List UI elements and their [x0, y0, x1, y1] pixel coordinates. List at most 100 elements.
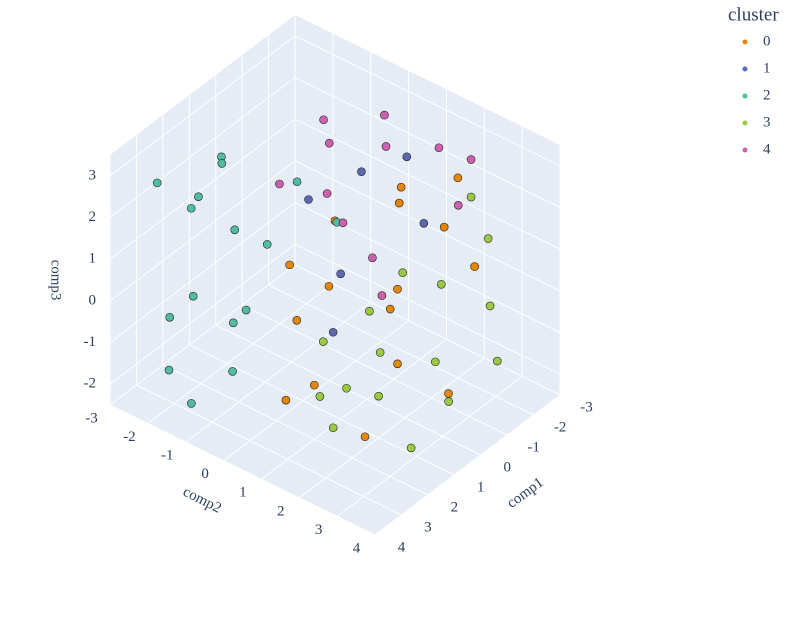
- x-tick-label: 4: [398, 539, 406, 555]
- point: [483, 234, 493, 243]
- point: [152, 178, 162, 188]
- series: [304, 152, 429, 337]
- legend-label: 3: [763, 114, 771, 130]
- point: [319, 115, 328, 125]
- y-tick-label: -1: [161, 448, 174, 464]
- point: [385, 304, 395, 314]
- point: [194, 192, 203, 201]
- y-tick-label: 4: [353, 540, 361, 556]
- point: [309, 380, 319, 390]
- z-tick-label: -1: [84, 334, 97, 350]
- point: [365, 306, 374, 316]
- point: [188, 291, 198, 301]
- z-tick-label: 1: [89, 251, 97, 267]
- point: [165, 313, 175, 322]
- y-axis-title: comp2: [180, 484, 224, 517]
- point: [396, 182, 406, 192]
- y-tick-label: -3: [85, 410, 98, 426]
- grid-line: [109, 160, 296, 302]
- x-tick-label: -3: [580, 399, 593, 415]
- point: [275, 179, 284, 189]
- point: [485, 301, 495, 311]
- legend-title: cluster: [728, 4, 779, 25]
- point: [324, 138, 334, 148]
- point: [228, 318, 238, 328]
- series: [315, 192, 502, 453]
- x-tick-label: 2: [451, 499, 459, 515]
- grid-line: [294, 243, 561, 375]
- grid-line: [109, 77, 296, 218]
- point: [292, 177, 302, 187]
- x-tick-label: -1: [527, 439, 540, 455]
- point: [360, 432, 370, 442]
- point: [374, 391, 383, 401]
- point: [466, 155, 476, 164]
- legend-marker: [742, 147, 748, 153]
- point: [406, 443, 416, 453]
- point: [492, 356, 502, 366]
- grid-line: [109, 35, 296, 177]
- legend-label: 2: [763, 87, 771, 103]
- point: [439, 222, 449, 232]
- point: [394, 198, 404, 208]
- point: [357, 167, 366, 176]
- floor: [110, 265, 560, 535]
- legend-label: 4: [763, 141, 771, 157]
- legend-marker: [742, 93, 748, 99]
- point: [444, 397, 453, 406]
- legend-label: 1: [763, 60, 771, 76]
- x-tick-label: 1: [477, 479, 485, 495]
- grid-line: [374, 394, 561, 536]
- point: [436, 279, 446, 289]
- z-tick-label: 2: [89, 209, 97, 225]
- y-tick-label: 3: [315, 522, 323, 538]
- series: [281, 173, 479, 442]
- grid-line: [336, 376, 523, 517]
- legend-marker: [742, 120, 748, 126]
- grid-line: [294, 264, 561, 396]
- scene: -3 -2 -1 0 1 2 3 4 -3 -2 -1 0 1 2 3 4 -2 -1 0 1 2 3 comp1 comp2…: [48, 15, 593, 556]
- point: [398, 268, 408, 277]
- legend: cluster 0 1 2 3 4: [728, 4, 779, 157]
- point: [328, 423, 338, 433]
- point: [419, 219, 429, 228]
- legend-label: 0: [763, 33, 771, 49]
- grid-line: [241, 304, 508, 436]
- point: [393, 284, 402, 294]
- point: [281, 395, 291, 405]
- legend-marker: [742, 66, 748, 72]
- point: [186, 203, 196, 213]
- point: [285, 260, 294, 270]
- point: [324, 281, 334, 291]
- grid-line: [109, 118, 296, 260]
- y-tick-label: 1: [239, 485, 247, 501]
- point: [453, 201, 463, 210]
- grid-line: [109, 404, 376, 536]
- series: [275, 110, 476, 300]
- x-tick-label: -2: [554, 419, 567, 435]
- point: [342, 383, 351, 393]
- point: [466, 192, 476, 202]
- point: [318, 337, 328, 346]
- point: [304, 195, 313, 204]
- point: [338, 218, 348, 228]
- point: [336, 269, 345, 279]
- z-tick-label: 3: [89, 167, 97, 183]
- grid-line: [294, 160, 561, 292]
- x-tick-label: 3: [424, 519, 432, 535]
- point: [453, 173, 463, 183]
- y-tick-label: 0: [201, 466, 209, 482]
- point: [328, 327, 338, 337]
- series: [152, 152, 342, 408]
- point: [315, 392, 325, 401]
- grid-line: [223, 320, 409, 462]
- point: [444, 389, 453, 398]
- point: [322, 189, 332, 198]
- grid-line: [109, 243, 296, 385]
- point: [217, 159, 227, 168]
- point: [402, 152, 412, 162]
- grid-line: [261, 338, 447, 480]
- legend-marker: [742, 39, 748, 45]
